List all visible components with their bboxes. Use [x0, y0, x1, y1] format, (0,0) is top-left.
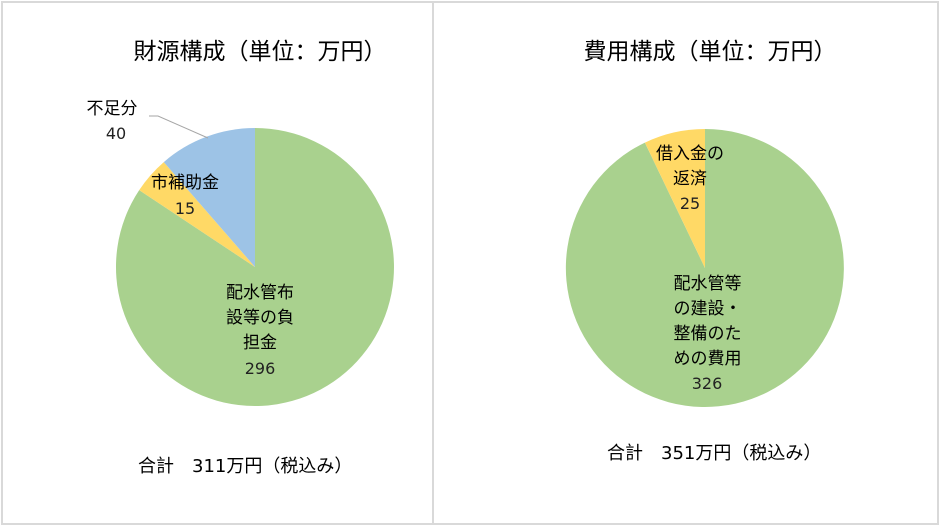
- chart-title-funding: 財源構成（単位：万円）: [133, 39, 387, 65]
- data-value-loan-repayment: 25: [679, 194, 701, 213]
- data-label-funding-burden: 配水管布 設等の負 担金: [226, 283, 294, 353]
- data-label-shortfall: 不足分: [86, 99, 138, 119]
- total-value-costs: 351万円（税込み）: [661, 443, 822, 464]
- leader-line-shortfall: [149, 115, 209, 139]
- total-label-costs: 合計: [607, 443, 643, 464]
- chart-title-costs: 費用構成（単位：万円）: [583, 39, 837, 65]
- total-value-funding: 311万円（税込み）: [192, 456, 353, 477]
- data-value-funding-burden: 296: [244, 359, 276, 378]
- data-value-city-subsidy: 15: [174, 199, 196, 218]
- data-label-construction-costs: 配水管等 の建設・ 整備のた めの費用: [673, 274, 742, 369]
- pie-slice-loan-repayment: [644, 128, 705, 268]
- data-label-loan-repayment: 借入金の 返済: [656, 144, 724, 189]
- pie-slice-shortfall: [163, 127, 255, 267]
- total-label-funding: 合計: [138, 456, 174, 477]
- pie-slice-construction-costs: [565, 129, 844, 407]
- data-value-construction-costs: 326: [691, 374, 723, 393]
- total-costs: 合計 351万円（税込み）: [607, 439, 821, 465]
- data-value-shortfall: 40: [105, 124, 127, 143]
- data-label-city-subsidy: 市補助金: [151, 173, 219, 193]
- pie-slice-city-subsidy: [139, 162, 255, 267]
- pie-slice-funding-burden: [115, 128, 394, 406]
- total-funding: 合計 311万円（税込み）: [138, 452, 352, 478]
